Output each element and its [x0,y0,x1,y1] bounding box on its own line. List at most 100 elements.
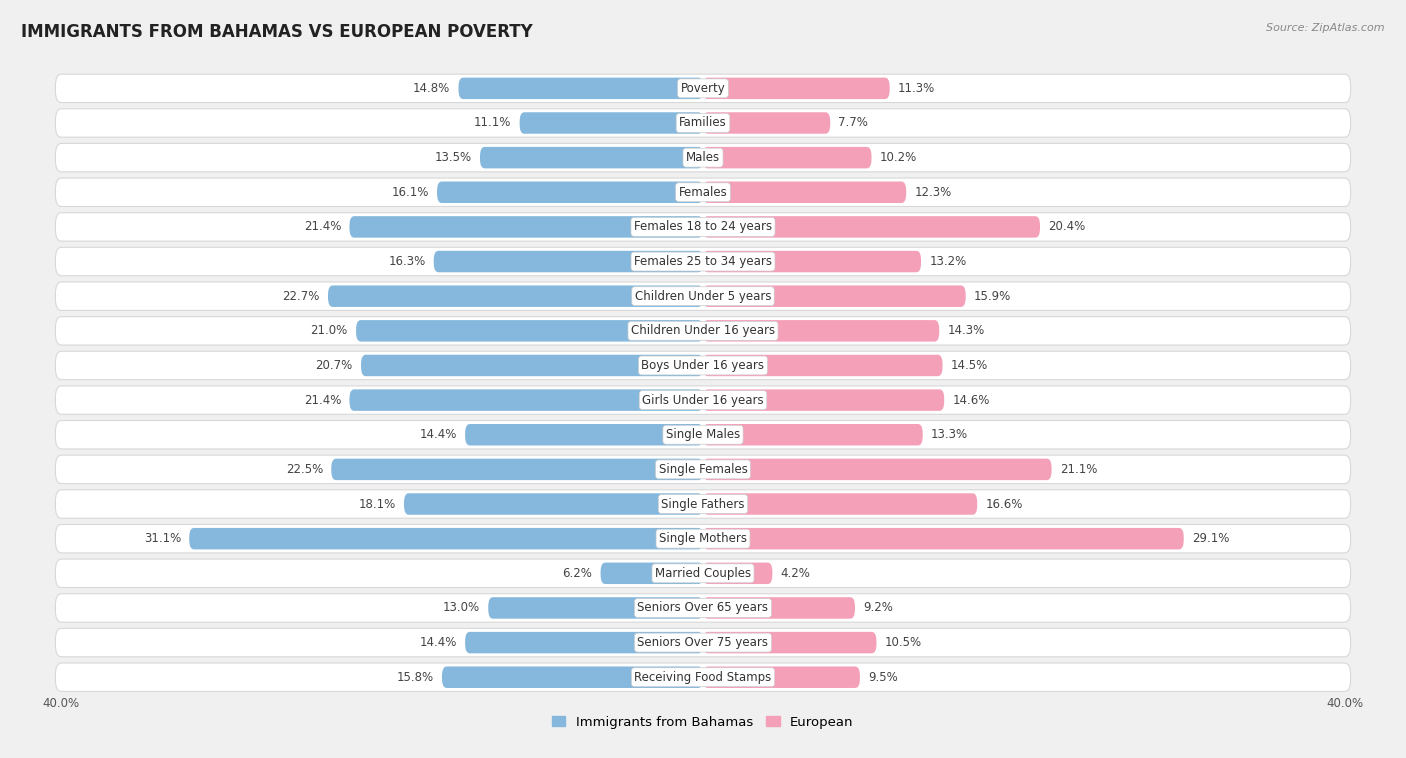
FancyBboxPatch shape [465,424,703,446]
Text: Seniors Over 75 years: Seniors Over 75 years [637,636,769,649]
Text: 16.3%: 16.3% [388,255,426,268]
FancyBboxPatch shape [479,147,703,168]
Text: Boys Under 16 years: Boys Under 16 years [641,359,765,372]
FancyBboxPatch shape [55,247,1351,276]
Text: Source: ZipAtlas.com: Source: ZipAtlas.com [1267,23,1385,33]
FancyBboxPatch shape [55,178,1351,206]
FancyBboxPatch shape [55,594,1351,622]
FancyBboxPatch shape [703,528,1184,550]
Text: 14.4%: 14.4% [419,428,457,441]
FancyBboxPatch shape [703,216,1040,238]
FancyBboxPatch shape [703,390,945,411]
FancyBboxPatch shape [55,628,1351,656]
FancyBboxPatch shape [328,286,703,307]
Text: Single Fathers: Single Fathers [661,497,745,511]
Text: IMMIGRANTS FROM BAHAMAS VS EUROPEAN POVERTY: IMMIGRANTS FROM BAHAMAS VS EUROPEAN POVE… [21,23,533,41]
FancyBboxPatch shape [703,493,977,515]
FancyBboxPatch shape [703,632,876,653]
Text: 14.6%: 14.6% [952,393,990,406]
FancyBboxPatch shape [600,562,703,584]
FancyBboxPatch shape [350,390,703,411]
Text: 7.7%: 7.7% [838,117,869,130]
Text: 20.4%: 20.4% [1049,221,1085,233]
FancyBboxPatch shape [55,559,1351,587]
Text: 16.6%: 16.6% [986,497,1024,511]
Text: 21.0%: 21.0% [311,324,347,337]
FancyBboxPatch shape [465,632,703,653]
FancyBboxPatch shape [703,562,772,584]
Text: 22.5%: 22.5% [285,463,323,476]
Text: Seniors Over 65 years: Seniors Over 65 years [637,601,769,615]
FancyBboxPatch shape [703,320,939,342]
Text: 21.1%: 21.1% [1060,463,1097,476]
FancyBboxPatch shape [703,597,855,619]
FancyBboxPatch shape [350,216,703,238]
FancyBboxPatch shape [55,317,1351,345]
FancyBboxPatch shape [55,663,1351,691]
FancyBboxPatch shape [404,493,703,515]
FancyBboxPatch shape [190,528,703,550]
FancyBboxPatch shape [356,320,703,342]
Text: Single Females: Single Females [658,463,748,476]
FancyBboxPatch shape [55,421,1351,449]
FancyBboxPatch shape [55,109,1351,137]
Text: 13.3%: 13.3% [931,428,969,441]
Text: 14.8%: 14.8% [413,82,450,95]
Text: 14.5%: 14.5% [950,359,988,372]
FancyBboxPatch shape [433,251,703,272]
FancyBboxPatch shape [703,424,922,446]
Text: 22.7%: 22.7% [283,290,319,302]
FancyBboxPatch shape [55,456,1351,484]
FancyBboxPatch shape [520,112,703,133]
Text: 15.8%: 15.8% [396,671,433,684]
Text: 13.2%: 13.2% [929,255,966,268]
Text: Children Under 5 years: Children Under 5 years [634,290,772,302]
FancyBboxPatch shape [703,181,907,203]
Text: Females: Females [679,186,727,199]
Text: Married Couples: Married Couples [655,567,751,580]
FancyBboxPatch shape [437,181,703,203]
Text: 12.3%: 12.3% [914,186,952,199]
FancyBboxPatch shape [703,286,966,307]
FancyBboxPatch shape [55,525,1351,553]
FancyBboxPatch shape [703,77,890,99]
FancyBboxPatch shape [55,282,1351,310]
Text: 11.1%: 11.1% [474,117,512,130]
Text: 9.5%: 9.5% [868,671,898,684]
Text: 21.4%: 21.4% [304,221,342,233]
Text: Families: Families [679,117,727,130]
FancyBboxPatch shape [55,386,1351,415]
Text: 18.1%: 18.1% [359,497,395,511]
Text: 31.1%: 31.1% [143,532,181,545]
Text: 13.5%: 13.5% [434,151,471,164]
FancyBboxPatch shape [55,213,1351,241]
Text: 13.0%: 13.0% [443,601,479,615]
Text: Poverty: Poverty [681,82,725,95]
Text: 4.2%: 4.2% [780,567,810,580]
FancyBboxPatch shape [361,355,703,376]
FancyBboxPatch shape [332,459,703,480]
Text: Single Mothers: Single Mothers [659,532,747,545]
FancyBboxPatch shape [703,112,830,133]
Text: Males: Males [686,151,720,164]
Text: Females 25 to 34 years: Females 25 to 34 years [634,255,772,268]
Text: Children Under 16 years: Children Under 16 years [631,324,775,337]
FancyBboxPatch shape [703,147,872,168]
Legend: Immigrants from Bahamas, European: Immigrants from Bahamas, European [547,710,859,734]
FancyBboxPatch shape [703,251,921,272]
FancyBboxPatch shape [458,77,703,99]
Text: Single Males: Single Males [666,428,740,441]
Text: 6.2%: 6.2% [562,567,592,580]
Text: 14.4%: 14.4% [419,636,457,649]
FancyBboxPatch shape [703,355,942,376]
Text: 9.2%: 9.2% [863,601,893,615]
FancyBboxPatch shape [55,490,1351,518]
Text: 10.5%: 10.5% [884,636,922,649]
Text: Receiving Food Stamps: Receiving Food Stamps [634,671,772,684]
FancyBboxPatch shape [55,143,1351,172]
Text: 29.1%: 29.1% [1192,532,1229,545]
Text: 14.3%: 14.3% [948,324,984,337]
FancyBboxPatch shape [441,666,703,688]
Text: Females 18 to 24 years: Females 18 to 24 years [634,221,772,233]
Text: 20.7%: 20.7% [315,359,353,372]
